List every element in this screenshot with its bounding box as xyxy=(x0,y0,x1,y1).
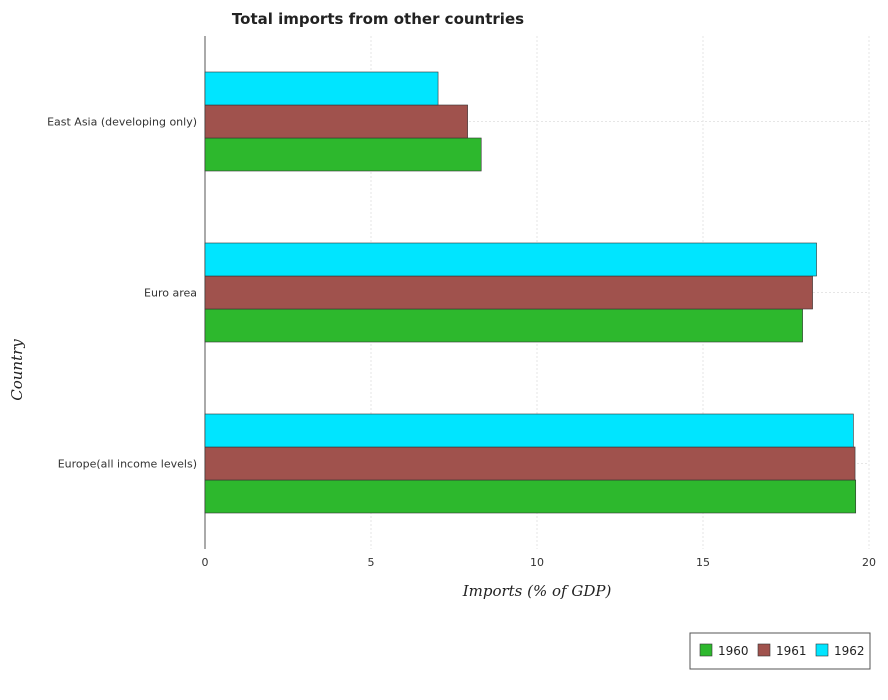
x-tick-label: 5 xyxy=(368,556,375,569)
legend-label: 1961 xyxy=(776,644,807,658)
x-tick-labels: 0 5 10 15 20 xyxy=(202,556,877,569)
chart-title: Total imports from other countries xyxy=(232,10,524,28)
y-tick-labels: East Asia (developing only) Euro area Euro… xyxy=(47,116,197,471)
bar-1960 xyxy=(204,479,857,514)
y-axis-label: Country xyxy=(8,339,26,401)
x-axis-label: Imports (% of GDP) xyxy=(462,582,612,600)
x-tick-label: 15 xyxy=(696,556,710,569)
bar-1960 xyxy=(204,137,482,172)
bar-1961 xyxy=(204,446,856,481)
legend-label: 1962 xyxy=(834,644,865,658)
bar-1962 xyxy=(204,71,439,106)
bar-1961 xyxy=(204,275,813,310)
bars xyxy=(204,71,857,514)
legend-swatch xyxy=(699,643,713,657)
legend-swatch xyxy=(815,643,829,657)
legend-swatch xyxy=(757,643,771,657)
y-tick-label: East Asia (developing only) xyxy=(47,116,197,129)
bar-1960 xyxy=(204,308,803,343)
legend-box xyxy=(689,632,871,670)
bar-1961 xyxy=(204,104,468,139)
x-tick-label: 20 xyxy=(862,556,876,569)
x-tick-label: 10 xyxy=(530,556,544,569)
x-tick-label: 0 xyxy=(202,556,209,569)
bar-1962 xyxy=(204,413,854,448)
bar-1962 xyxy=(204,242,817,277)
legend: 1960 1961 1962 xyxy=(689,632,871,670)
y-tick-label: Europe(all income levels) xyxy=(58,458,197,471)
y-tick-label: Euro area xyxy=(144,287,197,300)
legend-label: 1960 xyxy=(718,644,749,658)
